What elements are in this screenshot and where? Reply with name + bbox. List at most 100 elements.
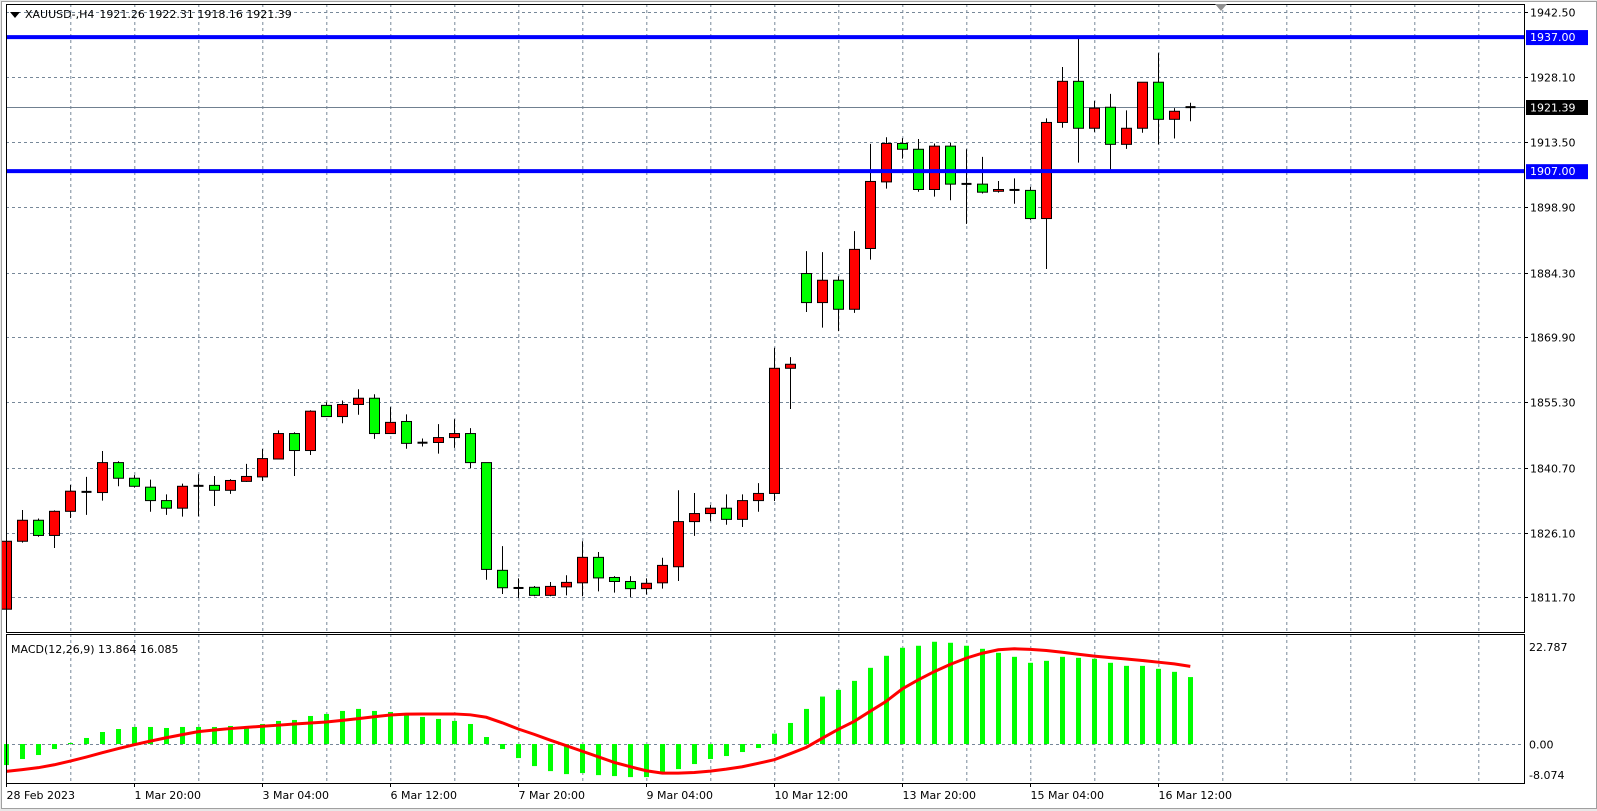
candle	[1073, 38, 1084, 163]
candle-body	[801, 273, 812, 304]
macd-histogram-bar	[164, 727, 169, 745]
price-axis-label: 1840.70	[1530, 463, 1576, 476]
candle-body	[705, 507, 716, 515]
candle-body	[529, 586, 540, 596]
macd-histogram-bar	[1140, 665, 1145, 745]
candle-body	[369, 397, 380, 435]
macd-axis-label: 0.00	[1529, 739, 1554, 752]
macd-histogram-bar	[612, 744, 617, 777]
price-axis-label: 1898.90	[1530, 202, 1576, 215]
macd-histogram-bar	[484, 737, 489, 745]
macd-histogram-bar	[100, 731, 105, 745]
candle-body	[1025, 189, 1036, 220]
candle-body	[1057, 80, 1068, 123]
candle-body	[161, 500, 172, 509]
candle	[353, 389, 364, 415]
macd-histogram-bar	[260, 723, 265, 745]
candle-body	[929, 145, 940, 190]
macd-histogram-bar	[1060, 656, 1065, 745]
candle	[593, 551, 604, 592]
macd-histogram-bar	[1044, 660, 1049, 745]
macd-histogram-bar	[228, 725, 233, 745]
time-axis-label: 28 Feb 2023	[7, 789, 75, 802]
candle	[145, 479, 156, 512]
candle-body	[1073, 80, 1084, 129]
price-axis-label: 1826.10	[1530, 528, 1576, 541]
candle-body	[657, 564, 668, 584]
price-axis-label: 1869.90	[1530, 332, 1576, 345]
candle-body	[785, 363, 796, 369]
candle	[97, 450, 108, 501]
candle-body	[897, 142, 908, 150]
macd-histogram-bar	[660, 744, 665, 773]
candle-body	[1137, 81, 1148, 129]
macd-histogram-bar	[708, 744, 713, 760]
macd-histogram-bar	[20, 744, 25, 760]
candle	[849, 231, 860, 313]
candle-body	[721, 507, 732, 520]
candle	[289, 432, 300, 477]
candle	[273, 430, 284, 460]
candle	[1121, 110, 1132, 149]
candle	[609, 576, 620, 593]
chart-shift-triangle-icon[interactable]	[1215, 4, 1227, 11]
candle	[465, 428, 476, 468]
candle	[1009, 178, 1020, 204]
candle-body	[561, 581, 572, 588]
candle	[977, 156, 988, 194]
candle	[49, 510, 60, 548]
price-axis-label: 1855.30	[1530, 397, 1576, 410]
candle-body	[641, 582, 652, 590]
macd-histogram-bar	[324, 713, 329, 745]
current-price-label-bg	[1526, 100, 1588, 115]
candle-body	[433, 437, 444, 443]
macd-histogram-bar	[868, 667, 873, 745]
candle-body	[353, 397, 364, 405]
macd-histogram-bar	[516, 744, 521, 759]
macd-histogram-bar	[644, 744, 649, 778]
candle	[961, 149, 972, 224]
candle	[561, 575, 572, 596]
candle	[1137, 81, 1148, 133]
candle	[801, 251, 812, 312]
candle-body	[465, 433, 476, 464]
price-axis-label: 1884.30	[1530, 268, 1576, 281]
candle-body	[497, 569, 508, 589]
candle	[577, 541, 588, 597]
macd-histogram-bar	[836, 689, 841, 745]
candle-body	[593, 556, 604, 579]
candle	[81, 476, 92, 515]
macd-histogram-bar	[900, 647, 905, 745]
candle	[193, 474, 204, 517]
candle-body	[753, 492, 764, 502]
candle-body	[1169, 110, 1180, 120]
macd-histogram-bar	[468, 723, 473, 745]
price-line-label-bg	[1526, 164, 1588, 180]
time-axis-label: 9 Mar 04:00	[647, 789, 713, 802]
candle	[657, 557, 668, 589]
time-axis-label: 6 Mar 12:00	[391, 789, 457, 802]
candle-body	[481, 462, 492, 570]
macd-histogram-bar	[820, 696, 825, 745]
candle-body	[993, 188, 1004, 192]
candle	[1169, 108, 1180, 139]
time-axis-label: 3 Mar 04:00	[263, 789, 329, 802]
candle	[769, 347, 780, 502]
candle	[1089, 100, 1100, 132]
candle	[737, 494, 748, 527]
candle-body	[65, 490, 76, 512]
macd-histogram-bar	[148, 726, 153, 745]
macd-histogram-bar	[788, 722, 793, 745]
collapse-triangle-icon[interactable]	[10, 11, 20, 18]
macd-histogram-bar	[1028, 662, 1033, 745]
candle	[673, 490, 684, 582]
candle-body	[257, 458, 268, 478]
price-line-label: 1937.00	[1530, 31, 1576, 44]
macd-histogram-bar	[340, 710, 345, 745]
macd-histogram-bar	[292, 719, 297, 745]
macd-histogram-bar	[564, 744, 569, 775]
candle-body	[849, 248, 860, 310]
symbol-timeframe: XAUUSD-,H4	[25, 8, 95, 21]
